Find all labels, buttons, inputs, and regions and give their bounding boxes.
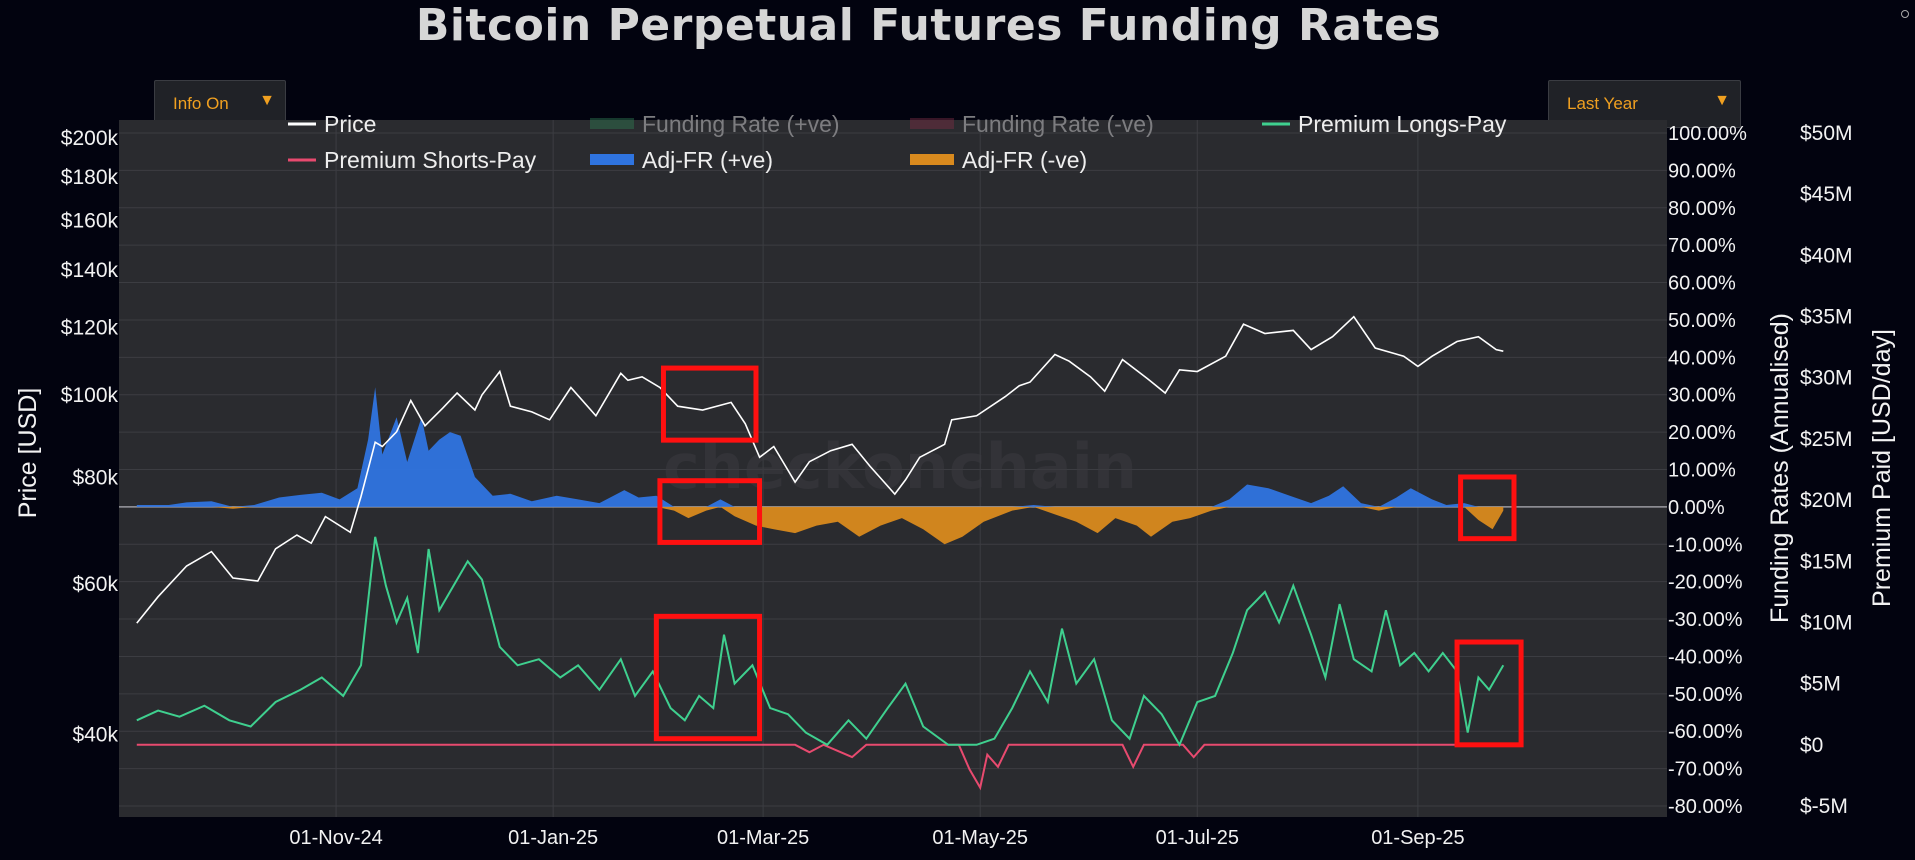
y-left-tick-label: $200k — [61, 127, 119, 150]
premium-shorts-pay-line — [136, 743, 1504, 791]
highlight-box — [657, 478, 763, 545]
adj-fr-negative-area — [136, 506, 1504, 545]
legend-item-funding-rate-ve: Funding Rate (-ve) — [910, 111, 1154, 137]
y-right-tick-label: $35M — [1800, 306, 1853, 329]
legend-item-premium-shorts-pay: Premium Shorts-Pay — [288, 147, 537, 173]
highlight-box — [1458, 474, 1517, 542]
y-mid-tick-label: 80.00% — [1668, 198, 1736, 220]
legend-swatch — [910, 118, 954, 129]
legend-label: Funding Rate (-ve) — [962, 111, 1154, 137]
chevron-down-icon: ▼ — [259, 92, 275, 109]
y-left-tick-label: $140k — [61, 259, 119, 282]
chart-title: Bitcoin Perpetual Futures Funding Rates — [415, 0, 1442, 51]
y-mid-tick-label: 20.00% — [1668, 422, 1736, 444]
y-left-tick-label: $160k — [61, 210, 119, 233]
y-mid-tick-label: -40.00% — [1668, 646, 1743, 668]
y-right-tick-label: $15M — [1800, 550, 1853, 573]
y-mid-tick-label: -70.00% — [1668, 759, 1743, 781]
legend-label: Price — [324, 111, 376, 137]
y-right-tick-label: $0 — [1800, 734, 1823, 757]
y-mid-tick-label: -30.00% — [1668, 609, 1743, 631]
y-mid-axis-label: Funding Rates (Annualised) — [1766, 313, 1794, 623]
y-left-tick-label: $60k — [72, 573, 118, 596]
legend-label: Adj-FR (-ve) — [962, 147, 1087, 173]
y-mid-tick-label: 90.00% — [1668, 160, 1736, 182]
legend-item-funding-rate-ve: Funding Rate (+ve) — [590, 111, 840, 137]
range-select-label: Last Year — [1567, 94, 1638, 113]
legend-label: Premium Longs-Pay — [1298, 111, 1507, 137]
legend-item-price: Price — [288, 111, 376, 137]
y-right-tick-label: $40M — [1800, 244, 1853, 267]
y-mid-tick-label: 40.00% — [1668, 347, 1736, 369]
price-line — [136, 315, 1504, 624]
legend-item-premium-longs-pay: Premium Longs-Pay — [1262, 111, 1507, 137]
legend-label: Adj-FR (+ve) — [642, 147, 773, 173]
y-mid-tick-label: 70.00% — [1668, 235, 1736, 257]
y-left-tick-label: $180k — [61, 166, 119, 189]
y-right-tick-label: $5M — [1800, 673, 1841, 696]
y-mid-tick-label: -50.00% — [1668, 684, 1743, 706]
y-mid-tick-label: -20.00% — [1668, 572, 1743, 594]
info-toggle-label: Info On — [173, 94, 229, 113]
highlight-box — [1454, 639, 1524, 748]
legend-swatch — [590, 154, 634, 165]
highlight-box — [660, 365, 759, 443]
legend-label: Funding Rate (+ve) — [642, 111, 840, 137]
y-mid-tick-label: 10.00% — [1668, 460, 1736, 482]
y-mid-tick-label: 50.00% — [1668, 310, 1736, 332]
y-mid-tick-label: -80.00% — [1668, 796, 1743, 818]
legend-label: Premium Shorts-Pay — [324, 147, 537, 173]
y-right-tick-label: $-5M — [1800, 795, 1848, 818]
y-mid-tick-label: -60.00% — [1668, 721, 1743, 743]
highlight-box — [653, 613, 763, 742]
x-tick-label: 01-Mar-25 — [717, 827, 809, 849]
y-left-tick-label: $40k — [72, 723, 118, 746]
y-left-axis-label: Price [USD] — [14, 388, 42, 519]
premium-longs-pay-line — [136, 536, 1505, 748]
y-right-tick-label: $10M — [1800, 611, 1853, 634]
y-right-axis-label: Premium Paid [USD/day] — [1868, 329, 1896, 607]
y-right-tick-label: $45M — [1800, 183, 1853, 206]
y-left-tick-label: $80k — [72, 467, 118, 490]
x-tick-label: 01-May-25 — [932, 827, 1028, 849]
x-tick-label: 01-Nov-24 — [289, 827, 382, 849]
y-left-tick-label: $100k — [61, 384, 119, 407]
legend-item-adj-fr-ve: Adj-FR (+ve) — [590, 147, 773, 173]
legend-swatch — [910, 154, 954, 165]
legend-item-adj-fr-ve: Adj-FR (-ve) — [910, 147, 1087, 173]
y-right-tick-label: $30M — [1800, 367, 1853, 390]
y-right-tick-label: $25M — [1800, 428, 1853, 451]
x-tick-label: 01-Jul-25 — [1156, 827, 1239, 849]
y-right-tick-label: $50M — [1800, 122, 1853, 145]
y-mid-tick-label: 0.00% — [1668, 497, 1725, 519]
x-tick-label: 01-Jan-25 — [508, 827, 598, 849]
legend-swatch — [590, 118, 634, 129]
y-right-tick-label: $20M — [1800, 489, 1853, 512]
y-mid-tick-label: -10.00% — [1668, 534, 1743, 556]
y-mid-tick-label: 30.00% — [1668, 385, 1736, 407]
y-left-tick-label: $120k — [61, 316, 119, 339]
x-tick-label: 01-Sep-25 — [1371, 827, 1464, 849]
y-mid-tick-label: 60.00% — [1668, 273, 1736, 295]
y-mid-tick-label: 100.00% — [1668, 123, 1747, 145]
settings-dot-icon[interactable] — [1901, 10, 1909, 18]
chevron-down-icon: ▼ — [1714, 92, 1730, 109]
